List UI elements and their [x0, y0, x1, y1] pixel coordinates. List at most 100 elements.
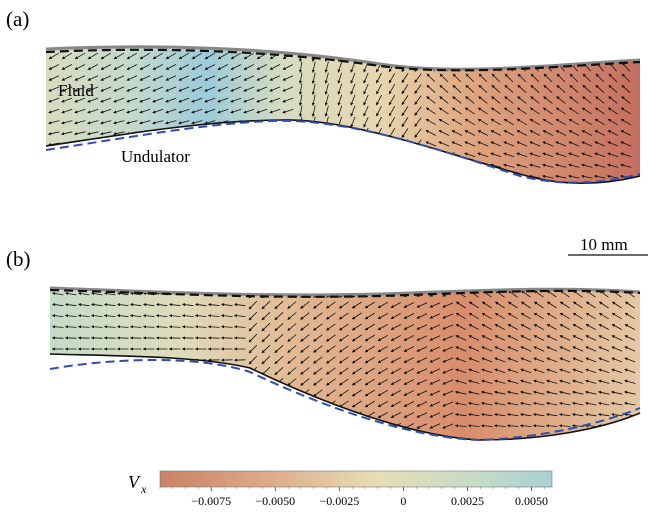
velocity-arrow: [376, 160, 382, 172]
velocity-arrow: [324, 83, 329, 95]
velocity-arrow: [494, 379, 506, 384]
velocity-arrow: [598, 379, 610, 384]
velocity-arrow: [300, 356, 310, 364]
velocity-arrow: [542, 152, 554, 158]
velocity-arrow: [493, 390, 506, 395]
velocity-arrow: [338, 345, 349, 353]
velocity-arrow: [481, 379, 493, 384]
velocity-arrow: [337, 127, 343, 139]
velocity-arrow: [86, 131, 99, 136]
velocity-arrow: [48, 86, 60, 92]
velocity-arrow: [87, 86, 99, 92]
velocity-arrow: [543, 73, 553, 83]
velocity-arrow: [233, 391, 246, 395]
velocity-arrow: [572, 335, 584, 341]
velocity-arrow: [255, 164, 268, 168]
velocity-arrow: [468, 324, 479, 330]
panel-b-undulator-boundary: [49, 353, 641, 441]
velocity-arrow: [243, 86, 255, 92]
velocity-arrow: [87, 108, 99, 114]
velocity-arrow: [559, 379, 571, 384]
velocity-arrow: [77, 402, 90, 407]
velocity-arrow: [571, 412, 584, 417]
velocity-arrow: [168, 325, 181, 329]
velocity-arrow: [178, 64, 190, 70]
velocity-arrow: [311, 94, 316, 107]
velocity-arrow: [311, 83, 316, 96]
velocity-arrow: [403, 346, 415, 352]
velocity-arrow: [429, 368, 441, 374]
velocity-arrow: [164, 131, 177, 136]
velocity-arrow: [139, 86, 151, 92]
velocity-arrow: [442, 390, 454, 396]
velocity-arrow: [414, 106, 422, 116]
velocity-arrow: [546, 324, 557, 330]
velocity-arrow: [100, 64, 112, 70]
velocity-arrow: [256, 64, 268, 70]
velocity-arrow: [300, 301, 310, 309]
velocity-arrow: [572, 368, 584, 374]
velocity-arrow: [401, 51, 409, 62]
velocity-arrow: [298, 138, 303, 151]
velocity-arrow: [390, 390, 401, 396]
velocity-arrow: [480, 390, 493, 395]
velocity-arrow: [48, 64, 60, 70]
panel-b-reference-bottom: [49, 358, 641, 442]
velocity-arrow: [390, 412, 401, 418]
velocity-arrow: [468, 335, 480, 341]
velocity-arrow: [571, 390, 584, 395]
velocity-arrow: [165, 75, 177, 81]
velocity-arrow: [558, 401, 571, 406]
velocity-arrow: [338, 323, 349, 331]
velocity-arrow: [454, 390, 467, 395]
velocity-arrow: [229, 142, 242, 147]
velocity-arrow: [425, 152, 437, 158]
velocity-arrow: [216, 142, 229, 147]
velocity-arrow: [414, 172, 422, 182]
velocity-arrow: [611, 301, 622, 309]
velocity-arrow: [364, 345, 375, 353]
velocity-arrow: [442, 346, 454, 352]
velocity-arrow: [282, 86, 294, 92]
velocity-arrow: [425, 163, 437, 168]
velocity-arrow: [503, 152, 515, 158]
velocity-arrow: [338, 378, 349, 386]
velocity-arrow: [624, 379, 636, 384]
velocity-arrow: [337, 72, 343, 84]
velocity-arrow: [165, 120, 177, 125]
velocity-arrow: [313, 400, 323, 408]
velocity-arrow: [103, 325, 116, 329]
velocity-arrow: [99, 131, 112, 136]
velocity-arrow: [545, 412, 558, 417]
velocity-arrow: [490, 118, 502, 126]
velocity-arrow: [517, 96, 527, 104]
velocity-arrow: [403, 401, 415, 407]
velocity-arrow: [287, 400, 297, 408]
velocity-arrow: [455, 368, 467, 374]
velocity-arrow: [103, 314, 116, 318]
velocity-arrow: [112, 131, 125, 136]
velocity-arrow: [261, 410, 271, 420]
velocity-arrow: [478, 73, 488, 83]
velocity-arrow: [555, 130, 567, 136]
velocity-arrow: [542, 141, 554, 147]
velocity-arrow: [126, 97, 138, 103]
velocity-arrow: [438, 141, 450, 147]
velocity-arrow: [572, 379, 584, 384]
velocity-arrow: [581, 163, 593, 168]
velocity-arrow: [181, 413, 194, 418]
velocity-arrow: [454, 412, 467, 417]
velocity-arrow: [116, 424, 129, 429]
velocity-arrow: [364, 334, 375, 342]
velocity-arrow: [155, 369, 168, 373]
velocity-arrow: [191, 97, 203, 103]
velocity-arrow: [585, 368, 597, 374]
velocity-arrow: [261, 344, 271, 354]
velocity-arrow: [401, 161, 409, 172]
velocity-arrow: [165, 97, 177, 103]
velocity-arrow: [545, 390, 558, 395]
velocity-arrow: [324, 138, 329, 150]
velocity-arrow: [313, 334, 323, 342]
velocity-arrow: [168, 391, 181, 395]
velocity-arrow: [503, 163, 515, 168]
